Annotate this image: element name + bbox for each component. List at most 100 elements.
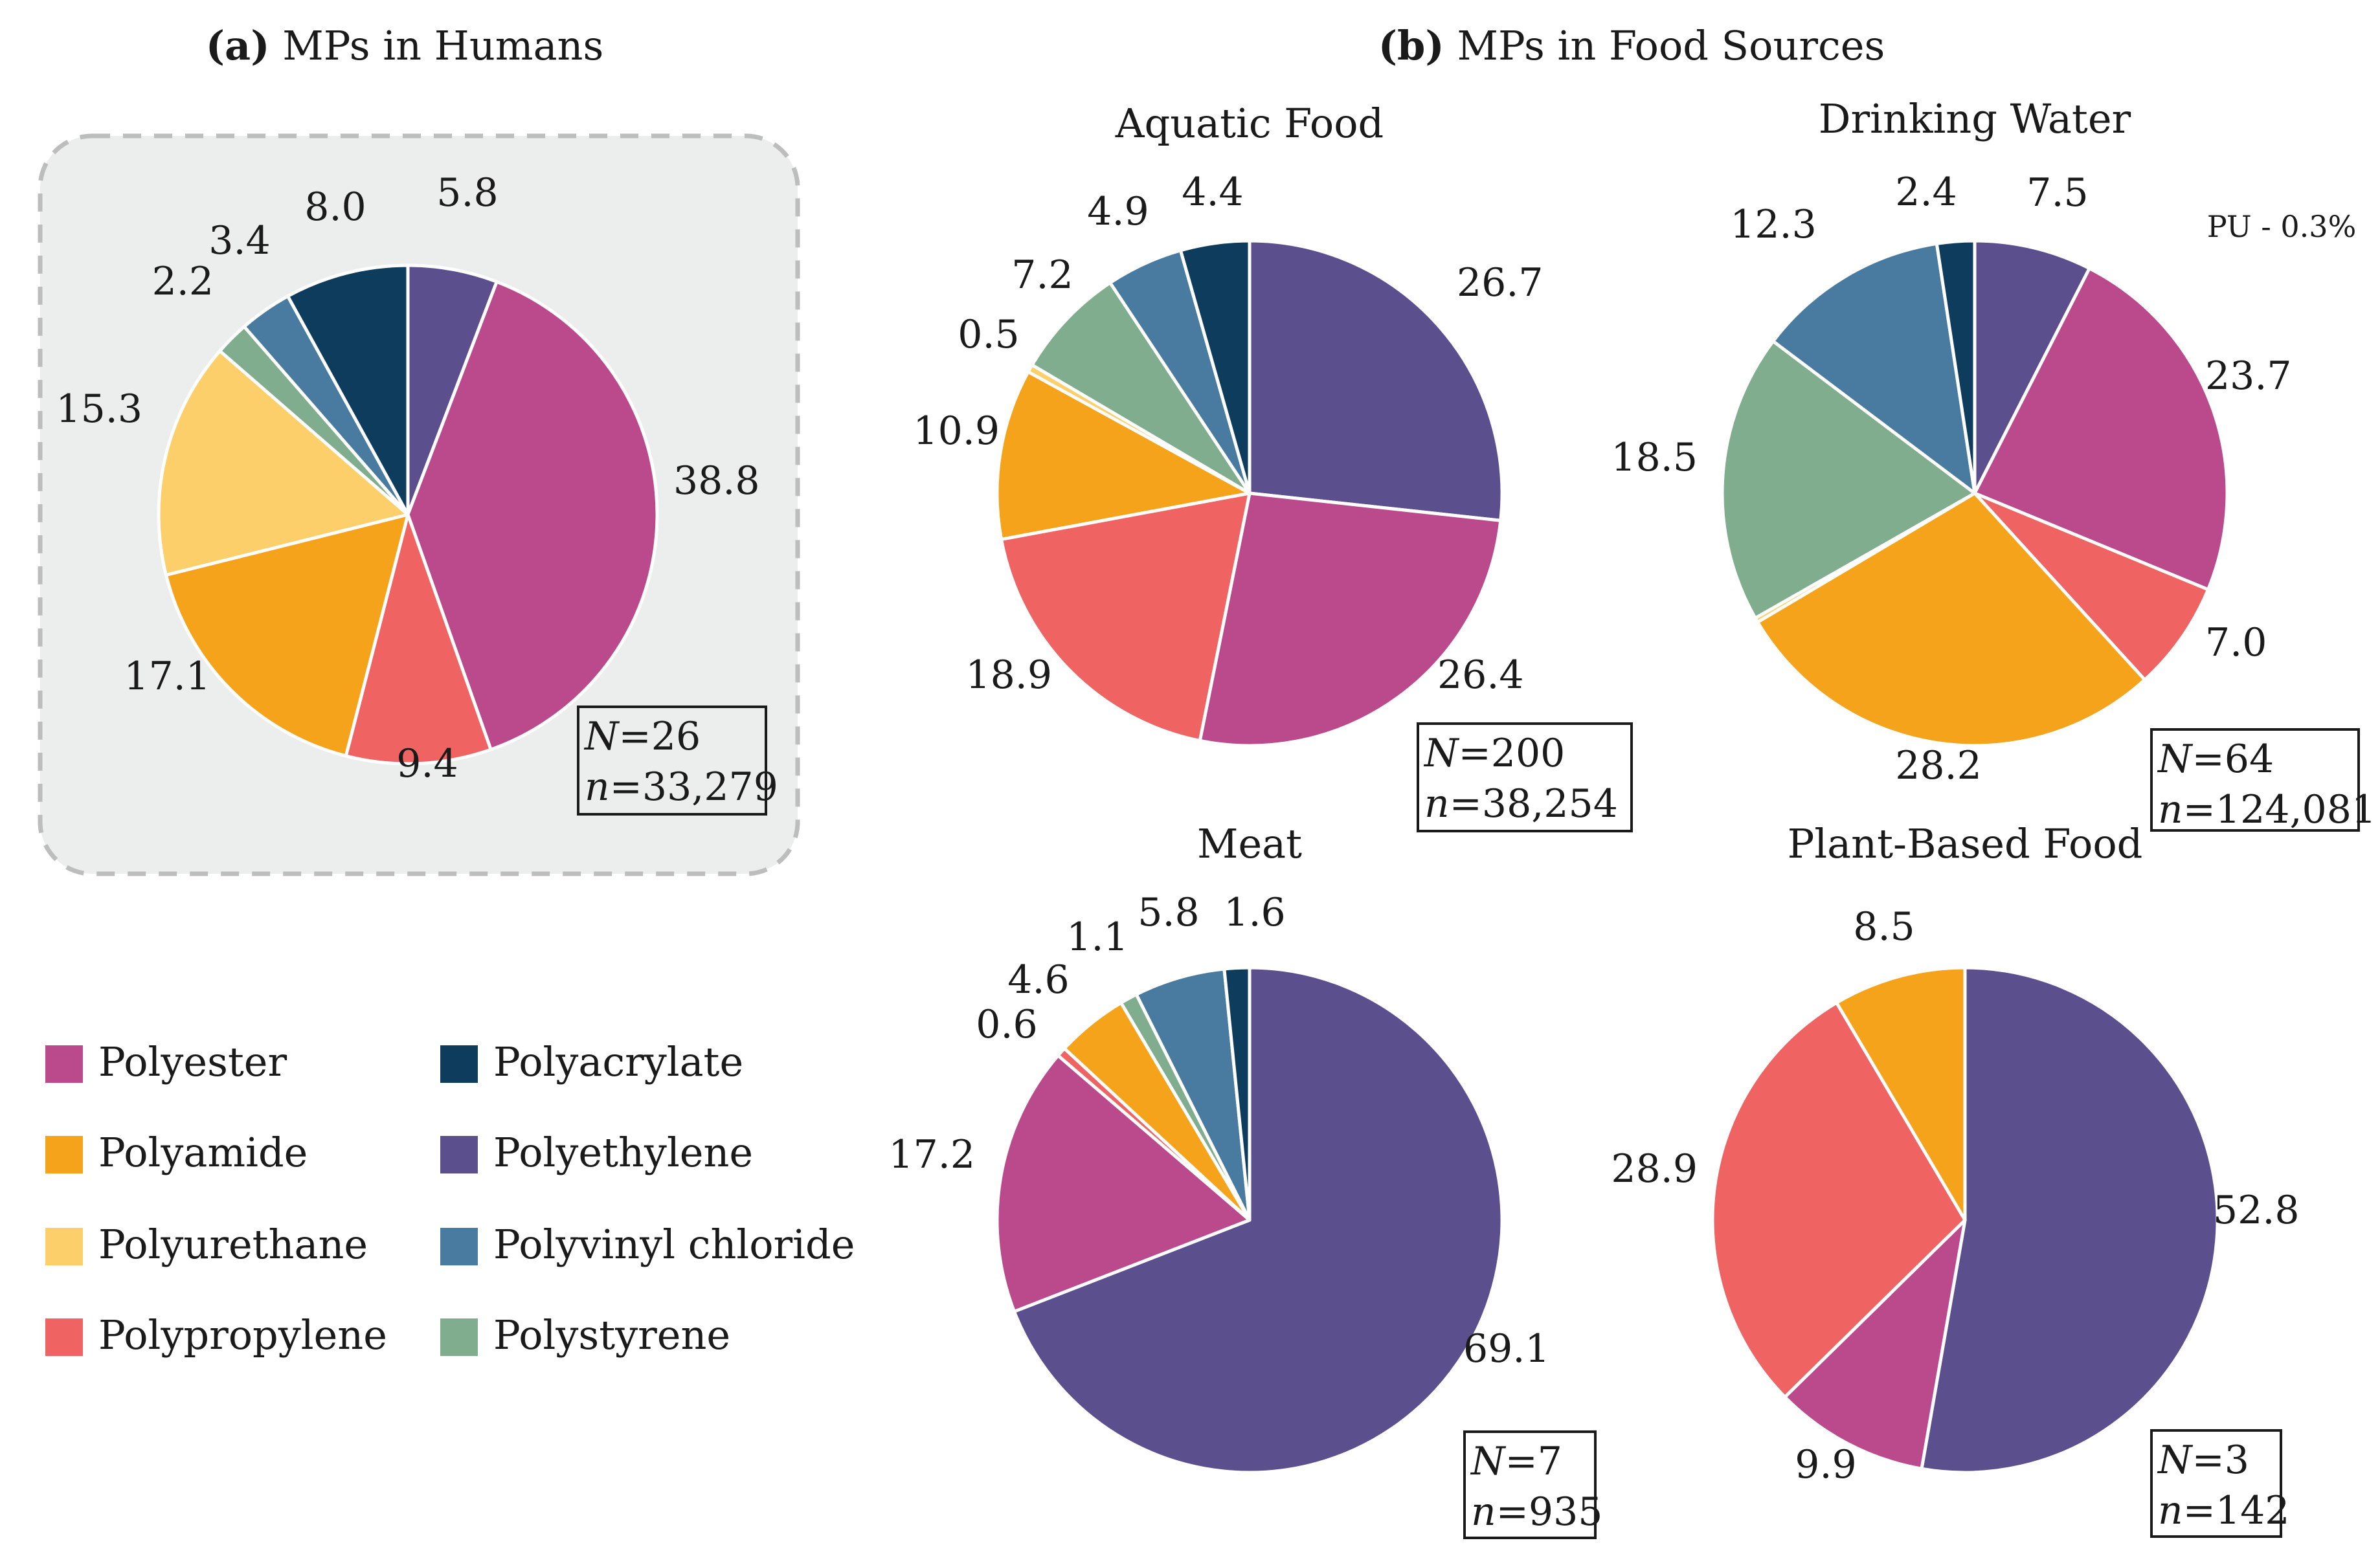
pie-chart-plant-based-food: 52.8 9.9 28.9 8.5 Plant-Based Food N=3 n=142	[1611, 820, 2300, 1538]
drinking-water-note: PU - 0.3%	[2207, 209, 2357, 244]
pie-slice-polyester	[1973, 267, 2229, 592]
pie-slice-polyacrylate	[1222, 966, 1252, 1222]
legend-swatch	[440, 1318, 478, 1356]
legend-label: Polyacrylate	[493, 1038, 743, 1085]
pie-slice-polyacrylate	[286, 263, 410, 517]
data-label-polyurethane: 0.5	[958, 312, 1019, 357]
data-label-polyester: 26.4	[1437, 652, 1524, 698]
chart-title: Drinking Water	[1819, 95, 2131, 142]
data-label-polyester: 38.8	[673, 458, 760, 504]
data-label-polyester: 17.2	[888, 1132, 975, 1177]
pie-chart-aquatic-food: 26.7 26.4 18.9 10.9 0.5 7.2 4.9 4.4 Aquatic Food…	[913, 100, 1633, 832]
data-label-polyvinyl-chloride: 3.4	[208, 218, 270, 263]
data-label-polyester: 9.9	[1795, 1442, 1856, 1487]
pie-slice-polypropylene	[1000, 491, 1252, 742]
pie-slice-polyester	[995, 1054, 1252, 1313]
data-label-polyethylene: 52.8	[2213, 1188, 2300, 1233]
data-label-polypropylene: 18.9	[965, 652, 1052, 698]
data-label-polyamide: 17.1	[124, 654, 210, 699]
data-label-polypropylene: 28.9	[1611, 1146, 1698, 1192]
pie-slice-polyethylene	[1012, 966, 1504, 1474]
legend-swatch	[45, 1228, 83, 1265]
chart-title: Plant-Based Food	[1788, 820, 2143, 867]
data-label-polyethylene: 7.5	[2026, 170, 2088, 216]
pie-slice-polypropylene	[1711, 1001, 1967, 1399]
sample-size-box	[1417, 722, 1633, 832]
data-label-polyamide: 8.5	[1853, 904, 1914, 950]
legend-swatch	[45, 1318, 83, 1356]
data-label-polyethylene: 5.8	[436, 170, 498, 216]
data-label-polystyrene: 7.2	[1011, 252, 1073, 298]
pie-slice-polyacrylate	[1178, 239, 1252, 495]
pie-slice-polystyrene	[1720, 339, 1977, 620]
chart-title: Meat	[1197, 820, 1302, 867]
data-label-polypropylene: 0.6	[976, 1002, 1037, 1047]
sample-size-box	[1463, 1430, 1597, 1539]
pie-slice-polyvinyl-chloride	[1134, 967, 1252, 1222]
particles-count: n=935	[1471, 1489, 1602, 1535]
particles-count: n=38,254	[1424, 781, 1618, 827]
studies-count: N=64	[2157, 737, 2274, 782]
legend: Polyester Polyamide Polyurethane Polypropyl…	[45, 1038, 855, 1359]
sample-size-box	[2150, 1429, 2282, 1538]
legend-item-polyvinyl-chloride: Polyvinyl chloride	[440, 1221, 855, 1268]
pie-slice-polyamide	[995, 370, 1252, 541]
pie-chart-humans: 5.8 38.8 9.4 17.1 15.3 2.23.4 8.0 N=26 n=33,279	[56, 170, 778, 816]
sample-size-box	[577, 706, 767, 816]
data-label-polyacrylate: 2.4	[1895, 170, 1957, 215]
legend-item-polyester: Polyester	[45, 1038, 287, 1085]
data-label-polyvinyl-chloride: 5.8	[1138, 890, 1199, 935]
data-label-polyethylene: 69.1	[1463, 1326, 1550, 1372]
data-label-polyamide: 10.9	[913, 408, 1000, 454]
legend-label: Polyamide	[98, 1129, 308, 1176]
pie-slice-polystyrene	[1030, 281, 1252, 495]
legend-swatch	[440, 1228, 478, 1265]
pie-slice-polyethylene	[1248, 239, 1504, 522]
legend-swatch	[45, 1045, 83, 1083]
pie-slice-polypropylene	[1973, 491, 2210, 682]
legend-swatch	[440, 1136, 478, 1173]
particles-count: n=124,081	[2158, 787, 2376, 832]
pie-slice-polyamide	[164, 513, 410, 758]
studies-count: N=7	[1470, 1439, 1562, 1484]
legend-label: Polyethylene	[493, 1129, 753, 1176]
data-label-polyvinyl-chloride: 4.9	[1087, 189, 1149, 234]
legend-label: Polyurethane	[98, 1221, 368, 1268]
pie-slice-polyvinyl-chloride	[1771, 241, 1977, 495]
pie-slice-polyethylene	[1920, 966, 2219, 1474]
data-label-polystyrene: 18.5	[1611, 435, 1698, 480]
data-label-polypropylene: 7.0	[2205, 620, 2267, 665]
pie-slice-polyester	[1783, 1218, 1967, 1471]
pie-chart-drinking-water: 7.5 23.7 7.0 28.2 18.5 12.3 2.4 Drinking Water N…	[1611, 95, 2376, 832]
pie-slice-polyamide	[1835, 966, 1967, 1222]
legend-label: Polypropylene	[98, 1311, 387, 1359]
data-label-polyvinyl-chloride: 12.3	[1730, 202, 1817, 247]
legend-label: Polyvinyl chloride	[493, 1221, 855, 1268]
data-label-polyester: 23.7	[2205, 353, 2292, 399]
data-label-polyethylene: 26.7	[1457, 260, 1544, 306]
data-label-polyamide: 4.6	[1007, 957, 1069, 1003]
pie-slice-polyethylene	[1973, 239, 2091, 495]
panel-a-title: (a) MPs in Humans	[206, 22, 604, 69]
legend-item-polystyrene: Polystyrene	[440, 1311, 730, 1359]
particles-count: n=33,279	[585, 764, 778, 810]
data-label-polystyrene: 1.1	[1066, 915, 1128, 960]
pie-slice-polyester	[1198, 491, 1503, 748]
legend-label: Polyester	[98, 1038, 287, 1085]
pie-slice-polypropylene	[344, 513, 493, 766]
data-label-polyacrylate: 1.6	[1224, 890, 1285, 935]
sample-size-box	[2150, 728, 2360, 832]
data-label-polyamide: 28.2	[1895, 743, 1982, 788]
legend-swatch	[45, 1136, 83, 1173]
legend-swatch	[440, 1045, 478, 1083]
legend-item-polyurethane: Polyurethane	[45, 1221, 368, 1268]
pie-slice-polyurethane	[157, 349, 410, 577]
particles-count: n=142	[2158, 1488, 2289, 1533]
pie-slice-polyester	[406, 280, 659, 751]
data-label-polyacrylate: 4.4	[1182, 170, 1243, 215]
data-label-polystyrene: 2.2	[152, 259, 214, 304]
pie-slice-polyacrylate	[1935, 239, 1977, 495]
pie-chart-meat: 69.1 17.2 0.64.61.15.8 1.6 Meat N=7 n=935	[888, 820, 1602, 1539]
legend-item-polyamide: Polyamide	[45, 1129, 308, 1176]
data-label-polypropylene: 9.4	[396, 741, 458, 786]
